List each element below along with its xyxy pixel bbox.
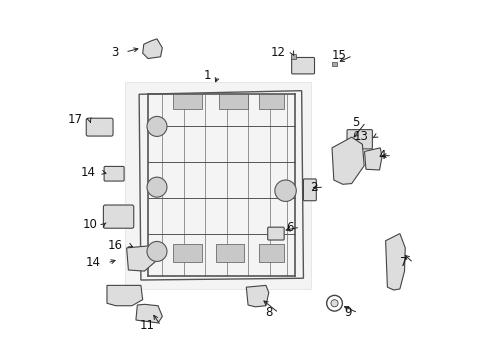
FancyBboxPatch shape [346, 130, 372, 149]
Polygon shape [107, 285, 142, 306]
FancyBboxPatch shape [104, 166, 124, 181]
Polygon shape [385, 234, 405, 290]
Text: 2: 2 [309, 181, 317, 194]
Polygon shape [246, 285, 268, 307]
FancyBboxPatch shape [291, 58, 314, 74]
Text: 17: 17 [68, 113, 83, 126]
Circle shape [330, 300, 337, 307]
Text: 14: 14 [86, 256, 101, 269]
Text: 4: 4 [377, 149, 385, 162]
Bar [173, 94, 201, 109]
Bar [331, 62, 337, 66]
Bar [258, 244, 283, 262]
Text: 12: 12 [270, 46, 285, 59]
Bar [173, 244, 201, 262]
Text: 8: 8 [264, 306, 272, 319]
Text: 5: 5 [351, 116, 359, 129]
Text: 16: 16 [107, 239, 122, 252]
FancyBboxPatch shape [103, 205, 134, 228]
FancyBboxPatch shape [267, 227, 284, 240]
Text: 15: 15 [331, 49, 346, 62]
Text: 1: 1 [203, 69, 211, 82]
Text: 11: 11 [139, 319, 154, 332]
Circle shape [147, 177, 166, 197]
Polygon shape [136, 304, 162, 323]
Polygon shape [364, 148, 381, 170]
Text: 7: 7 [399, 256, 406, 269]
Polygon shape [142, 39, 162, 59]
Text: 3: 3 [111, 46, 119, 59]
Polygon shape [331, 137, 364, 184]
Polygon shape [126, 245, 162, 271]
Text: 14: 14 [80, 166, 95, 179]
Bar [219, 94, 247, 109]
Text: 13: 13 [353, 130, 368, 143]
Polygon shape [124, 82, 310, 289]
Circle shape [147, 242, 166, 261]
Text: 9: 9 [344, 306, 351, 319]
FancyBboxPatch shape [86, 118, 113, 136]
Circle shape [274, 180, 296, 202]
Circle shape [147, 116, 166, 136]
Text: 6: 6 [285, 221, 293, 234]
Bar [290, 54, 296, 59]
FancyBboxPatch shape [303, 179, 316, 201]
Bar [216, 244, 244, 262]
Bar [258, 94, 283, 109]
Text: 10: 10 [82, 218, 97, 231]
